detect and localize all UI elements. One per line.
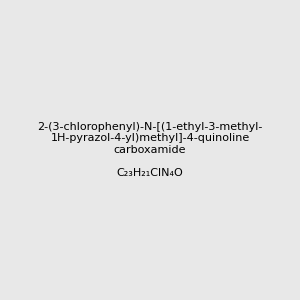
Text: 2-(3-chlorophenyl)-N-[(1-ethyl-3-methyl-
1H-pyrazol-4-yl)methyl]-4-quinoline
car: 2-(3-chlorophenyl)-N-[(1-ethyl-3-methyl-… xyxy=(37,122,263,178)
